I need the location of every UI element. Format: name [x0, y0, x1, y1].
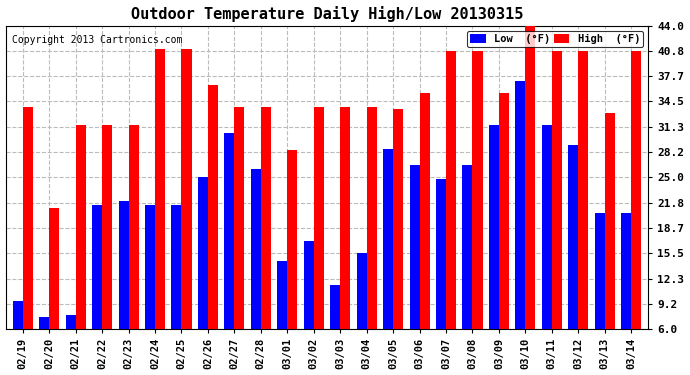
- Bar: [171, 205, 181, 375]
- Bar: [366, 107, 377, 375]
- Bar: [49, 208, 59, 375]
- Bar: [446, 51, 456, 375]
- Bar: [12, 301, 23, 375]
- Bar: [393, 110, 403, 375]
- Bar: [420, 93, 430, 375]
- Title: Outdoor Temperature Daily High/Low 20130315: Outdoor Temperature Daily High/Low 20130…: [131, 6, 523, 21]
- Bar: [145, 205, 155, 375]
- Bar: [357, 253, 366, 375]
- Bar: [383, 149, 393, 375]
- Bar: [224, 134, 235, 375]
- Bar: [552, 51, 562, 375]
- Bar: [304, 241, 314, 375]
- Bar: [410, 165, 420, 375]
- Bar: [102, 125, 112, 375]
- Bar: [181, 50, 192, 375]
- Bar: [340, 107, 351, 375]
- Bar: [489, 125, 499, 375]
- Bar: [92, 205, 102, 375]
- Bar: [569, 146, 578, 375]
- Bar: [631, 51, 641, 375]
- Legend: Low  (°F), High  (°F): Low (°F), High (°F): [467, 31, 643, 47]
- Bar: [76, 125, 86, 375]
- Bar: [277, 261, 287, 375]
- Bar: [287, 150, 297, 375]
- Bar: [208, 86, 218, 375]
- Bar: [119, 201, 128, 375]
- Bar: [250, 170, 261, 375]
- Bar: [23, 107, 33, 375]
- Text: Copyright 2013 Cartronics.com: Copyright 2013 Cartronics.com: [12, 34, 182, 45]
- Bar: [542, 125, 552, 375]
- Bar: [525, 26, 535, 375]
- Bar: [515, 81, 525, 375]
- Bar: [39, 317, 49, 375]
- Bar: [155, 50, 165, 375]
- Bar: [235, 107, 244, 375]
- Bar: [261, 107, 271, 375]
- Bar: [436, 179, 446, 375]
- Bar: [198, 177, 208, 375]
- Bar: [621, 213, 631, 375]
- Bar: [314, 107, 324, 375]
- Bar: [578, 51, 589, 375]
- Bar: [473, 51, 482, 375]
- Bar: [604, 113, 615, 375]
- Bar: [66, 315, 76, 375]
- Bar: [330, 285, 340, 375]
- Bar: [595, 213, 604, 375]
- Bar: [462, 165, 473, 375]
- Bar: [128, 125, 139, 375]
- Bar: [499, 93, 509, 375]
